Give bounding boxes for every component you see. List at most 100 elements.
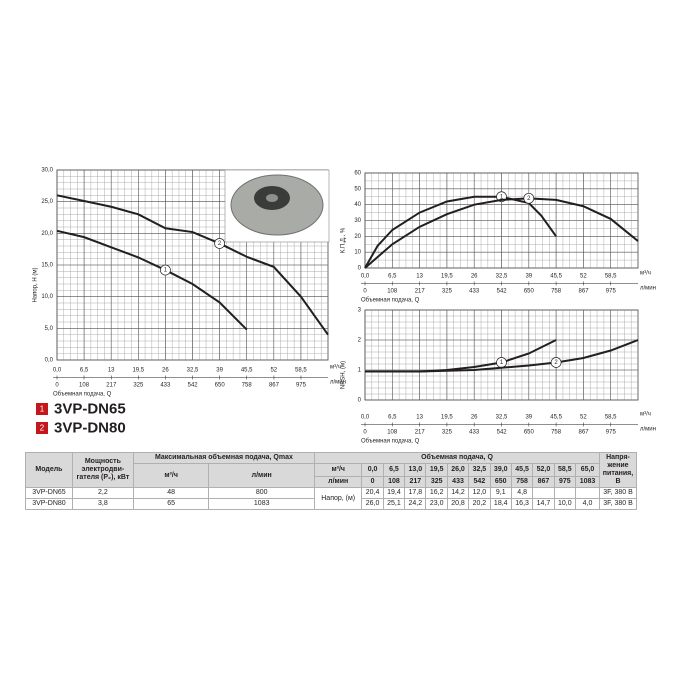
- x2-tick-label: 108: [387, 289, 398, 295]
- x2-tick-label: 758: [551, 289, 562, 295]
- cell: 16,2: [425, 487, 448, 499]
- x2-unit: л/мин: [640, 427, 656, 433]
- curve: [56, 229, 248, 331]
- x2-tick-label: 325: [442, 289, 453, 295]
- y-tick-label: 20: [354, 234, 361, 240]
- cell: 65: [132, 498, 210, 510]
- x2-tick-label: 325: [133, 383, 144, 389]
- cell: 14,2: [446, 487, 470, 499]
- cell: 1083: [208, 498, 315, 510]
- header-cell: 39,0: [489, 463, 512, 477]
- cell: 20,2: [468, 498, 491, 510]
- x-tick-label: 32,5: [496, 415, 508, 421]
- header-cell: 32,5: [468, 463, 491, 477]
- x-tick-label: 19,5: [441, 415, 453, 421]
- spec-table: Модель Мощность электродви-гателя (P₂), к…: [25, 452, 637, 510]
- y-tick-label: 3: [358, 308, 362, 314]
- impeller-hub-center: [266, 194, 278, 202]
- x-tick-label: 45,5: [241, 368, 253, 374]
- x2-tick-label: 975: [606, 289, 617, 295]
- header-cell: 13,0: [404, 463, 427, 477]
- header-cell: м³/ч: [132, 463, 210, 488]
- x-tick-label: 13: [416, 274, 423, 280]
- x-tick-label: 39: [525, 415, 532, 421]
- cell: 19,4: [382, 487, 406, 499]
- header-cell: 52,0: [532, 463, 555, 477]
- x2-tick-label: 975: [606, 430, 617, 436]
- cell: 48: [132, 487, 210, 499]
- x-tick-label: 39: [216, 368, 223, 374]
- cell: 3F, 380 В: [599, 487, 637, 499]
- cell: 800: [208, 487, 315, 499]
- y-tick-label: 25,0: [41, 199, 53, 205]
- header-cell: л/мин: [208, 463, 315, 488]
- curve-marker-label: 2: [527, 196, 531, 202]
- table-row: Модель Мощность электродви-гателя (P₂), к…: [25, 452, 637, 488]
- curve-marker: [550, 357, 562, 368]
- legend-number: 2: [40, 424, 45, 433]
- table-row: л/мин 0 108 217 325 433 542 650 758 867 975 1083: [26, 476, 637, 488]
- header-cell: 867: [532, 476, 555, 488]
- x-tick-label: 52: [580, 274, 587, 280]
- cell: 25,1: [382, 498, 406, 510]
- x-unit: м³/ч: [330, 365, 341, 371]
- x-tick-label: 52: [580, 415, 587, 421]
- x-tick-label: 26: [471, 274, 478, 280]
- x2-tick-label: 867: [269, 383, 280, 389]
- charts: 0,05,010,015,020,025,030,00,0 6,5 13 19,5 26…: [33, 168, 656, 445]
- x2-tick-label: 975: [296, 383, 307, 389]
- header-cell: 325: [425, 476, 448, 488]
- header-cell: 650: [489, 476, 512, 488]
- header-cell: 108: [382, 476, 406, 488]
- x-tick-label: 13: [416, 415, 423, 421]
- x-tick-label: 19,5: [132, 368, 144, 374]
- x-axis-label: Объемная подача, Q: [361, 298, 420, 304]
- curve-marker: [214, 238, 225, 249]
- y-axis-label: Напор, H (м): [33, 267, 39, 302]
- x-axis-label: Объемная подача, Q: [53, 392, 112, 398]
- cell: 10,0: [553, 498, 577, 510]
- x-tick-label: 45,5: [550, 274, 562, 280]
- x2-tick-label: 867: [579, 289, 590, 295]
- cell: 20,4: [361, 487, 384, 499]
- header-cell: Объемная подача, Q: [314, 452, 600, 464]
- x2-tick-label: 650: [524, 430, 535, 436]
- y-tick-label: 2: [358, 338, 362, 344]
- x-tick-label: 19,5: [441, 274, 453, 280]
- header-cell: 433: [446, 476, 470, 488]
- x-tick-label: 6,5: [388, 274, 397, 280]
- header-cell: Максимальная объемная подача, Qmax: [132, 452, 316, 464]
- header-cell: л/мин: [313, 476, 363, 488]
- x2-tick-label: 108: [79, 383, 90, 389]
- y-tick-label: 10: [354, 250, 361, 256]
- curve-marker-label: 2: [218, 241, 222, 247]
- cell: 3VP-DN65: [25, 487, 73, 499]
- x-tick-label: 32,5: [187, 368, 199, 374]
- y-tick-label: 10,0: [41, 294, 53, 300]
- header-cell: 19,5: [425, 463, 448, 477]
- x-tick-label: 6,5: [80, 368, 89, 374]
- x2-tick-label: 758: [551, 430, 562, 436]
- cell: Напор, (м): [313, 487, 363, 510]
- header-cell: 758: [510, 476, 534, 488]
- legend-swatch: [36, 422, 48, 434]
- cell: [532, 487, 555, 499]
- curve-marker: [523, 192, 535, 204]
- cell: 26,0: [361, 498, 384, 510]
- y-tick-label: 0: [358, 266, 362, 272]
- x2-tick-label: 542: [497, 289, 508, 295]
- y-tick-label: 40: [354, 202, 361, 208]
- cell: [553, 487, 577, 499]
- cell: 4,8: [510, 487, 534, 499]
- curve-marker-label: 1: [164, 268, 168, 274]
- x2-tick-label: 0: [363, 430, 367, 436]
- cell: 24,2: [404, 498, 427, 510]
- x-tick-label: 58,5: [605, 415, 617, 421]
- y-tick-label: 60: [354, 171, 361, 177]
- header-cell: 26,0: [446, 463, 470, 477]
- curve: [364, 195, 557, 269]
- x2-tick-label: 217: [106, 383, 117, 389]
- y-tick-label: 30: [354, 218, 361, 224]
- cell: 20,8: [446, 498, 470, 510]
